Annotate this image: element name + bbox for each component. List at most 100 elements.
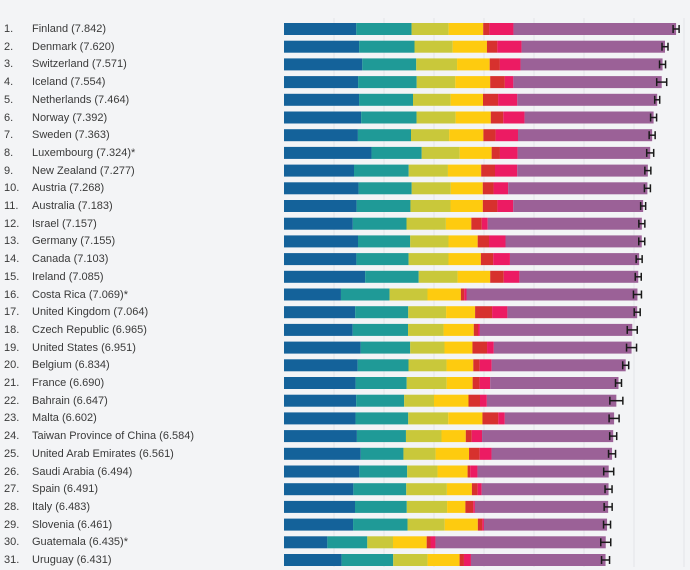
country-label: Uruguay (6.431) (32, 554, 112, 566)
country-label: Australia (7.183) (32, 200, 113, 212)
country-label: Spain (6.491) (32, 483, 99, 496)
country-label: Belgium (6.834) (32, 359, 110, 372)
bar-segment (360, 447, 404, 460)
error-bar (633, 308, 641, 317)
bar-segment (284, 182, 359, 195)
bar-segment (403, 447, 436, 460)
country-label: Malta (6.602) (32, 412, 97, 425)
bar-segment (492, 306, 508, 319)
country-label: New Zealand (7.277) (32, 164, 135, 177)
country-label: France (6.690) (32, 377, 105, 389)
bar-segment (480, 394, 487, 407)
bar-segment (284, 412, 356, 425)
rank-label: 6. (4, 111, 14, 124)
bar-segment (448, 235, 478, 248)
bar-segment (481, 217, 488, 230)
bar-segment (489, 58, 500, 71)
bar-segment (445, 217, 472, 230)
bar-segment (520, 58, 663, 71)
bar-segment (414, 40, 453, 53)
country-row: 8. Luxembourg (7.324)* (0, 146, 690, 163)
bar-segment (450, 93, 483, 106)
bar-segment (284, 40, 360, 53)
bar-segment (489, 235, 506, 248)
bar-segment (513, 200, 644, 212)
bar-segment (408, 359, 447, 372)
bar-segment (284, 483, 354, 496)
bar-segment (393, 536, 427, 549)
country-row: 16. Costa Rica (7.069)* (0, 288, 690, 305)
bar-segment (469, 447, 480, 460)
bar-segment (284, 359, 358, 372)
bar-segment (483, 23, 490, 35)
error-bar (632, 290, 643, 299)
bar-segment (284, 253, 357, 266)
country-row: 17. United Kingdom (7.064) (0, 305, 690, 322)
bar-segment (361, 111, 417, 124)
rank-label: 22. (4, 394, 20, 407)
rank-label: 23. (4, 412, 20, 425)
bar-segment (359, 40, 415, 53)
bar-segment (406, 217, 446, 230)
country-row: 26. Saudi Arabia (6.494) (0, 465, 690, 482)
bar-segment (473, 500, 475, 513)
rank-label: 31. (4, 554, 20, 566)
country-row: 11. Australia (7.183) (0, 199, 690, 216)
rank-label: 10. (4, 182, 20, 195)
bar-segment (491, 146, 500, 159)
bar-segment (284, 217, 353, 230)
error-bar (602, 467, 615, 476)
bar-segment (480, 253, 494, 266)
bar-segment (473, 323, 478, 336)
error-bar (672, 25, 680, 33)
country-row: 27. Spain (6.491) (0, 482, 690, 499)
country-row: 30. Guatemala (6.435)* (0, 535, 690, 552)
country-label: Finland (7.842) (32, 23, 106, 35)
bar-segment (495, 129, 518, 142)
rank-label: 21. (4, 377, 20, 389)
bar-segment (464, 288, 467, 301)
rank-label: 3. (4, 58, 14, 71)
country-row: 2. Denmark (7.620) (0, 40, 690, 57)
country-label: Bahrain (6.647) (32, 394, 108, 407)
bar-segment (446, 483, 472, 496)
bar-segment (475, 306, 493, 319)
rank-label: 16. (4, 288, 20, 301)
error-bar (649, 113, 658, 122)
bar-segment (465, 500, 474, 513)
bar-segment (509, 253, 640, 266)
bar-segment (446, 377, 473, 389)
bar-segment (477, 235, 489, 248)
bar-segment (447, 164, 482, 177)
country-row: 24. Taiwan Province of China (6.584) (0, 429, 690, 446)
bar-segment (406, 483, 447, 496)
bar-segment (493, 341, 632, 354)
country-label: Germany (7.155) (32, 235, 116, 248)
country-label: Norway (7.392) (32, 111, 108, 124)
country-label: Sweden (7.363) (32, 129, 110, 142)
bar-segment (358, 235, 411, 248)
bar-segment (441, 430, 466, 443)
bar-segment (452, 40, 487, 53)
country-label: Iceland (7.554) (32, 76, 106, 89)
bar-segment (448, 23, 484, 35)
error-bar (634, 272, 642, 281)
bar-segment (457, 270, 491, 283)
rank-label: 9. (4, 164, 14, 177)
bar-segment (521, 40, 665, 53)
bar-segment (448, 253, 481, 266)
bar-segment (490, 270, 504, 283)
bar-segment (411, 23, 449, 35)
error-bar (638, 219, 646, 228)
country-label: United Kingdom (7.064) (32, 306, 149, 319)
bar-segment (508, 182, 648, 195)
error-bar (658, 60, 667, 69)
bar-segment (449, 129, 484, 142)
bar-segment (457, 58, 490, 71)
bar-segment (503, 270, 520, 283)
rank-label: 29. (4, 518, 20, 531)
country-label: Netherlands (7.464) (32, 93, 130, 106)
country-label: United Arab Emirates (6.561) (32, 447, 174, 460)
country-row: 9. New Zealand (7.277) (0, 164, 690, 181)
